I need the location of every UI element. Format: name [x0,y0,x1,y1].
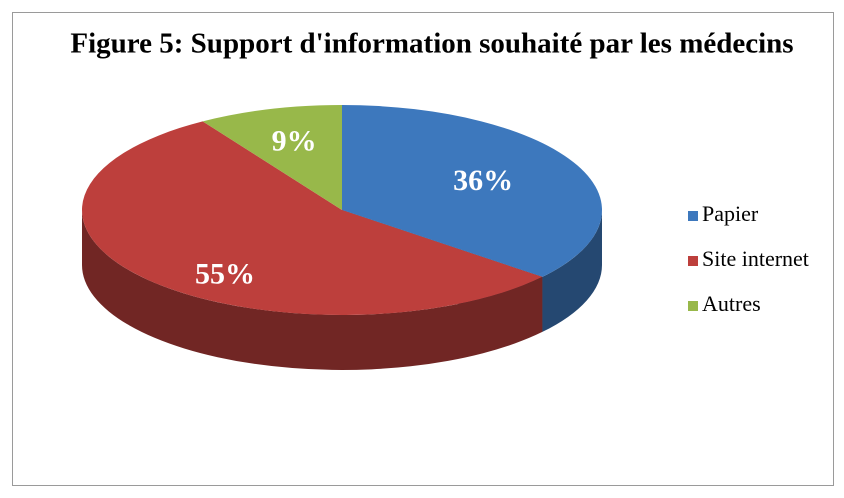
legend-swatch [688,211,698,221]
chart-title: Figure 5: Support d'information souhaité… [70,28,793,60]
pie-side [82,210,543,371]
legend-label: Papier [702,201,759,226]
pie-top [202,105,342,210]
data-label: 36% [453,164,513,197]
legend-swatch [688,256,698,266]
data-label: 55% [195,258,255,291]
pie-top [82,121,543,315]
data-label: 9% [272,124,317,157]
legend-label: Site internet [702,246,809,271]
legend-label: Autres [702,291,761,316]
legend-swatch [688,301,698,311]
pie-side [542,210,602,332]
pie-slice [82,121,543,371]
pie-slice [202,105,342,210]
pie-top [342,105,602,277]
